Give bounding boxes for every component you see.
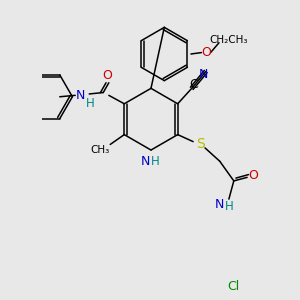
Text: H: H bbox=[151, 155, 160, 168]
Text: O: O bbox=[248, 169, 258, 182]
Text: S: S bbox=[196, 137, 205, 152]
Text: N: N bbox=[198, 68, 208, 81]
Text: Cl: Cl bbox=[228, 280, 240, 292]
Text: N: N bbox=[141, 155, 150, 168]
Text: H: H bbox=[86, 97, 95, 110]
Text: CH₂CH₃: CH₂CH₃ bbox=[210, 35, 248, 45]
Text: N: N bbox=[215, 198, 224, 211]
Text: N: N bbox=[76, 89, 86, 102]
Text: CH₃: CH₃ bbox=[91, 145, 110, 155]
Text: C: C bbox=[189, 78, 197, 91]
Text: H: H bbox=[225, 200, 234, 213]
Text: O: O bbox=[103, 69, 112, 82]
Text: O: O bbox=[201, 46, 211, 59]
